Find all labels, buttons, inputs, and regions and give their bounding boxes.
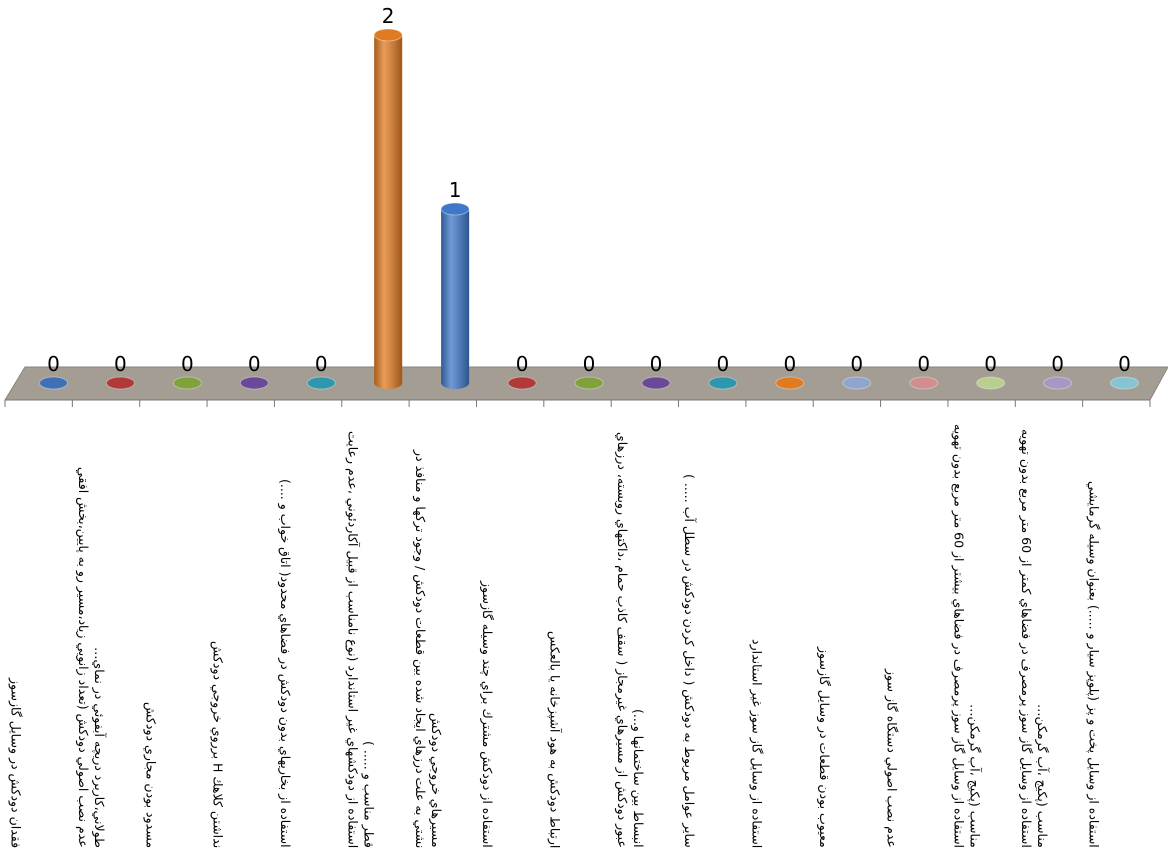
x-tick-label: ارتباط دودكش به هود آشپزخانه يا بالعكس — [547, 630, 563, 848]
bar-top — [440, 202, 470, 216]
value-label: 0 — [248, 352, 261, 376]
value-label: 0 — [850, 352, 863, 376]
value-label: 0 — [181, 352, 194, 376]
x-tick-label: استفاده از دودكش مشترك براي چند وسيله گا… — [480, 581, 496, 848]
x-tick-label: استفاده از وسايل پخت و پز (پلوپز سيار و … — [1086, 481, 1102, 848]
x-tick-label: استفاده از بخاريهاي بدون دودكش در فضاهاي… — [278, 479, 294, 848]
value-label: 1 — [449, 178, 462, 202]
value-label: 0 — [47, 352, 60, 376]
x-tick-label: استفاده از وسايل گاز سوز پرمصرف در فضاها… — [1018, 429, 1050, 848]
bar-top — [172, 376, 202, 390]
x-tick-label: فقدان دودكش در وسايل گازسوز — [8, 677, 24, 848]
bar-shade — [441, 209, 470, 389]
value-label: 0 — [984, 352, 997, 376]
x-tick-label: ساير عوامل مربوط به دودكش ( داخل كردن دو… — [682, 474, 698, 848]
bar-shade — [374, 35, 403, 389]
value-label: 0 — [1118, 352, 1131, 376]
x-tick-label: نداشتن كلاهك H برروي خروجي دودكش — [210, 640, 226, 848]
bar-top — [909, 376, 939, 390]
x-tick-label: مسدود بودن مجاري دودكش — [143, 701, 159, 848]
bar-top — [105, 376, 135, 390]
value-label: 0 — [917, 352, 930, 376]
x-tick-label: عدم نصب اصولي دستگاه گاز سوز — [884, 669, 900, 848]
x-tick-label: عبور دودكش از مسيرهاي غيرمجاز ( سقف كاذب… — [614, 432, 646, 848]
value-label: 0 — [650, 352, 663, 376]
bar-top — [1043, 376, 1073, 390]
bar-top — [842, 376, 872, 390]
bar-top — [306, 376, 336, 390]
bar-top — [38, 376, 68, 390]
bar-top — [976, 376, 1006, 390]
bar-top — [775, 376, 805, 390]
value-label: 2 — [382, 4, 395, 28]
bar-top — [507, 376, 537, 390]
value-label: 0 — [315, 352, 328, 376]
value-label: 0 — [783, 352, 796, 376]
x-tick-label: معيوب بودن قطعات در وسايل گازسوز — [816, 647, 832, 848]
bar-top — [641, 376, 671, 390]
bar-top — [708, 376, 738, 390]
bar-top — [373, 28, 403, 42]
x-tick-label: نشتي به علت درزهاي ايجاد شده بين قطعات د… — [412, 449, 444, 848]
x-tick-label: عدم نصب اصولي دودكش (تعداد زانويي زياد،م… — [76, 467, 108, 848]
value-label: 0 — [114, 352, 127, 376]
value-label: 0 — [717, 352, 730, 376]
bar-top — [1110, 376, 1140, 390]
value-label: 0 — [583, 352, 596, 376]
x-tick-label: استفاده از دودكشهاي غير استاندارد (نوع ن… — [345, 430, 377, 848]
bar-top — [574, 376, 604, 390]
value-label: 0 — [516, 352, 529, 376]
x-tick-label: استفاده از وسايل گاز سوز پرمصرف در فضاها… — [951, 423, 983, 848]
value-label: 0 — [1051, 352, 1064, 376]
bar-top — [239, 376, 269, 390]
x-tick-label: استفاده از وسايل گاز سوز غير استاندارد — [749, 638, 765, 848]
